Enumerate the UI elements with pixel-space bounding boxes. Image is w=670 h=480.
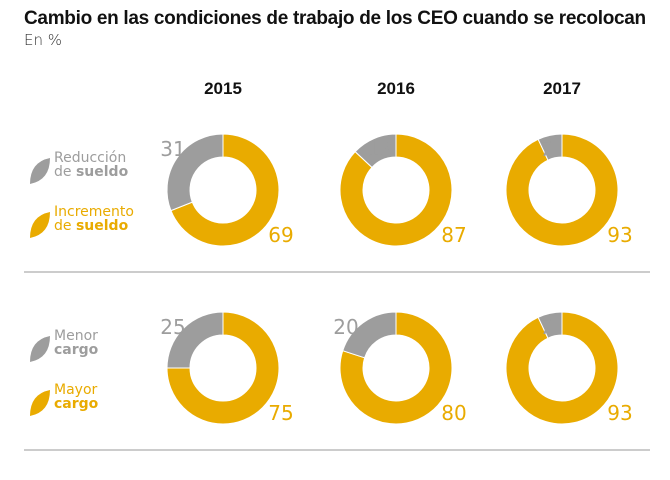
legend-label: Incremento xyxy=(54,204,134,220)
donut-slice-Mayor cargo xyxy=(166,311,280,425)
legend-swatch-icon xyxy=(30,390,50,416)
data-label: 93 xyxy=(607,401,632,425)
year-label-2015: 2015 xyxy=(204,79,242,98)
legend-label: cargo xyxy=(54,396,99,412)
data-label: 75 xyxy=(268,401,293,425)
donut-slice-Reducción de sueldo xyxy=(354,133,397,169)
donut-slice-Reducción de sueldo xyxy=(537,133,563,161)
data-label: 69 xyxy=(268,223,293,247)
data-label: 80 xyxy=(441,401,466,425)
data-label: 13 xyxy=(367,137,392,161)
legend-swatch-icon xyxy=(30,158,50,184)
donut-slice-Mayor cargo xyxy=(505,311,619,425)
donut-slice-Incremento de sueldo xyxy=(339,133,453,247)
data-label: 93 xyxy=(607,223,632,247)
legend-label: Reducción xyxy=(54,150,126,166)
legend-swatch-icon xyxy=(30,336,50,362)
data-label: 7 xyxy=(540,137,553,161)
donut-slice-Incremento de sueldo xyxy=(505,133,619,247)
donut-slice-Menor cargo xyxy=(537,311,563,339)
data-label: 7 xyxy=(540,315,553,339)
legend-label: Mayor xyxy=(54,382,98,398)
donut-slice-Menor cargo xyxy=(342,311,397,359)
data-label: 25 xyxy=(160,315,185,339)
chart-title: Cambio en las condiciones de trabajo de … xyxy=(24,8,646,29)
donut-slice-Incremento de sueldo xyxy=(170,133,280,247)
data-label: 87 xyxy=(441,223,466,247)
data-label: 31 xyxy=(160,137,185,161)
donut-slice-Mayor cargo xyxy=(339,311,453,425)
donut-slice-Reducción de sueldo xyxy=(166,133,224,212)
year-label-2017: 2017 xyxy=(543,79,581,98)
legend-label: de sueldo xyxy=(54,218,129,234)
legend-label: de sueldo xyxy=(54,164,129,180)
donut-slice-Menor cargo xyxy=(166,311,224,369)
chart-subtitle: En % xyxy=(24,31,63,49)
legend-swatch-icon xyxy=(30,212,50,238)
year-label-2016: 2016 xyxy=(377,79,415,98)
legend-label: Menor xyxy=(54,328,98,344)
data-label: 20 xyxy=(333,315,358,339)
legend-label: cargo xyxy=(54,342,99,358)
